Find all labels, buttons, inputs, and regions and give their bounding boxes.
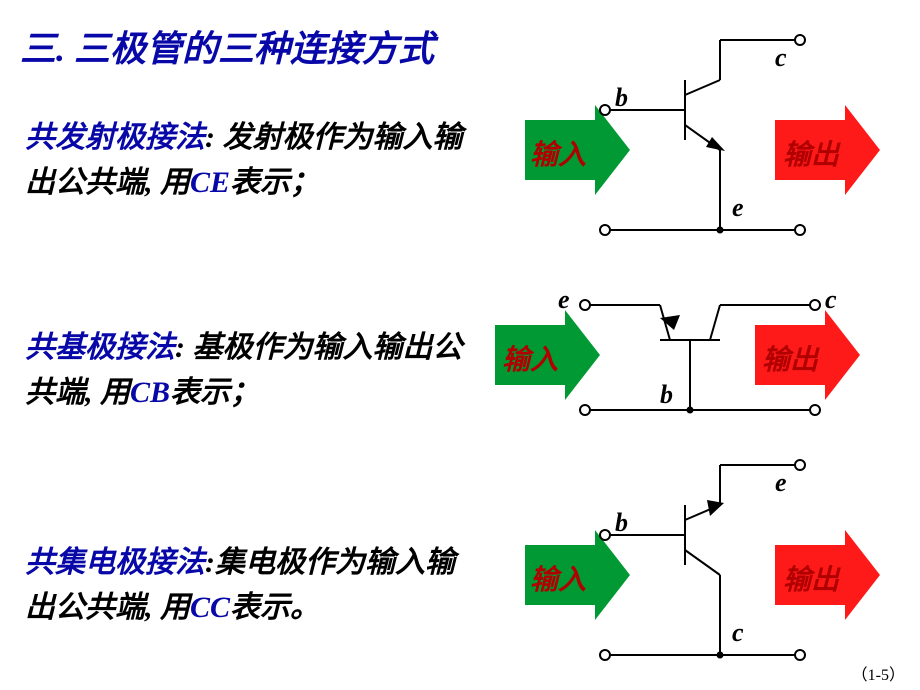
cb-output-label: 输出 bbox=[762, 338, 818, 378]
cc-input-label: 输入 bbox=[530, 558, 586, 598]
cb-name: 共基极接法 bbox=[25, 331, 175, 364]
ce-diagram: b c e 输入 输出 bbox=[500, 25, 890, 245]
ce-output-label: 输出 bbox=[783, 133, 839, 173]
cb-pin-b: b bbox=[660, 380, 673, 410]
ce-pin-e: e bbox=[732, 193, 744, 223]
page-title: 三. 三极管的三种连接方式 bbox=[20, 20, 434, 72]
cb-pin-c: c bbox=[825, 285, 837, 315]
cb-diagram: e c b 输入 输出 bbox=[490, 280, 890, 430]
ce-name: 共发射极接法 bbox=[25, 121, 205, 154]
ce-input-label: 输入 bbox=[530, 133, 586, 173]
cb-description: 共基极接法: 基极作为输入输出公共端, 用CB表示； bbox=[25, 325, 465, 415]
cc-abbr: CC bbox=[190, 591, 230, 624]
cc-pin-c: c bbox=[732, 618, 744, 648]
ce-pin-b: b bbox=[615, 83, 628, 113]
slide-page: 三. 三极管的三种连接方式 共发射极接法: 发射极作为输入输出公共端, 用CE表… bbox=[0, 0, 920, 690]
cc-pin-e: e bbox=[775, 468, 787, 498]
ce-pin-c: c bbox=[775, 43, 787, 73]
cb-pin-e: e bbox=[558, 285, 570, 315]
cc-name: 共集电极接法 bbox=[25, 546, 205, 579]
cc-description: 共集电极接法:集电极作为输入输出公共端, 用CC表示。 bbox=[25, 540, 465, 630]
cb-tail: 表示； bbox=[170, 376, 260, 409]
ce-description: 共发射极接法: 发射极作为输入输出公共端, 用CE表示； bbox=[25, 115, 465, 205]
cb-input-label: 输入 bbox=[502, 338, 558, 378]
page-number: （1-5） bbox=[852, 661, 905, 685]
cc-pin-b: b bbox=[615, 508, 628, 538]
ce-abbr: CE bbox=[190, 166, 230, 199]
cb-abbr: CB bbox=[130, 376, 170, 409]
ce-tail: 表示； bbox=[230, 166, 320, 199]
cc-tail: 表示。 bbox=[230, 591, 320, 624]
cc-output-label: 输出 bbox=[783, 558, 839, 598]
cc-diagram: b e c 输入 输出 bbox=[500, 450, 890, 670]
